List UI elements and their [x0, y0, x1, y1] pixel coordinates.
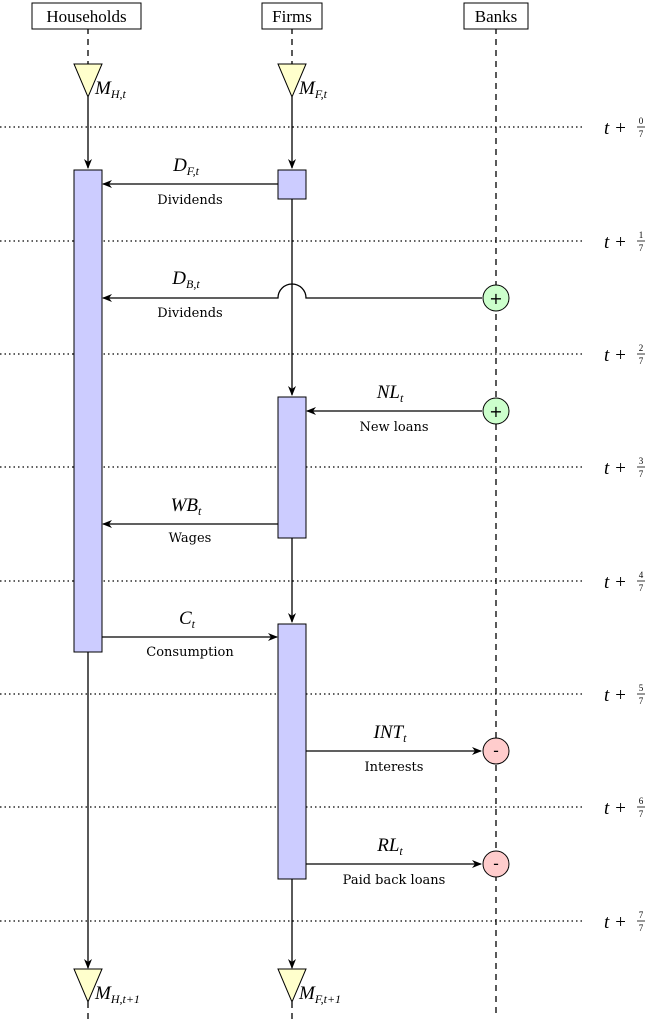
- plus-circle-dividends: +: [482, 284, 510, 312]
- time-label-4: t + 4 7: [604, 570, 645, 593]
- svg-text:MF,t: MF,t: [298, 78, 328, 101]
- flow-label-interests: INTt Interests: [365, 722, 424, 775]
- svg-text:RLt: RLt: [376, 835, 403, 858]
- svg-text:t +: t +: [604, 345, 627, 366]
- svg-text:-: -: [493, 854, 499, 873]
- svg-text:Consumption: Consumption: [146, 645, 234, 660]
- svg-text:t +: t +: [604, 232, 627, 253]
- svg-text:7: 7: [639, 356, 644, 366]
- svg-text:Paid back loans: Paid back loans: [343, 873, 446, 888]
- svg-text:7: 7: [639, 696, 644, 706]
- svg-text:t +: t +: [604, 572, 627, 593]
- time-label-2: t + 2 7: [604, 343, 645, 366]
- money-firms-start: MF,t: [277, 63, 328, 101]
- svg-text:t +: t +: [604, 118, 627, 139]
- svg-text:Wages: Wages: [169, 531, 212, 546]
- svg-text:Ct: Ct: [179, 608, 196, 631]
- svg-text:7: 7: [639, 243, 644, 253]
- svg-text:MH,t+1: MH,t+1: [94, 983, 140, 1006]
- flow-label-wages: WBt Wages: [169, 495, 212, 546]
- flow-label-paid-back-loans: RLt Paid back loans: [343, 835, 446, 888]
- svg-text:New loans: New loans: [359, 420, 428, 435]
- svg-text:7: 7: [639, 910, 644, 920]
- flow-label-consumption: Ct Consumption: [146, 608, 234, 660]
- time-label-3: t + 3 7: [604, 456, 645, 479]
- firms-activation-2: [277, 396, 307, 539]
- time-label-1: t + 1 7: [604, 230, 645, 253]
- lifeline-solid-segments: [84, 97, 296, 969]
- flow-arrows: [102, 180, 482, 868]
- svg-text:7: 7: [639, 583, 644, 593]
- time-label-7: t + 7 7: [604, 910, 645, 933]
- svg-text:7: 7: [639, 809, 644, 819]
- svg-text:INTt: INTt: [373, 722, 408, 745]
- svg-text:Dividends: Dividends: [157, 306, 222, 321]
- svg-text:7: 7: [639, 469, 644, 479]
- svg-text:Households: Households: [46, 7, 126, 26]
- svg-text:-: -: [493, 741, 499, 760]
- minus-circle-interests: -: [482, 737, 510, 765]
- households-header: Households: [31, 2, 142, 30]
- svg-text:+: +: [489, 402, 502, 421]
- svg-text:Interests: Interests: [365, 760, 424, 775]
- svg-text:6: 6: [639, 796, 644, 806]
- firms-activation-3: [277, 623, 307, 880]
- svg-text:7: 7: [639, 129, 644, 139]
- flow-label-new-loans: NLt New loans: [359, 382, 428, 435]
- svg-text:3: 3: [639, 456, 644, 466]
- money-firms-end: MF,t+1: [277, 968, 341, 1006]
- svg-text:2: 2: [639, 343, 644, 353]
- time-labels: t + 0 7 t + 1 7 t + 2 7 t + 3 7 t + 4 7: [604, 116, 645, 933]
- svg-text:MH,t: MH,t: [94, 78, 126, 101]
- svg-text:t +: t +: [604, 912, 627, 933]
- svg-text:DB,t: DB,t: [171, 268, 200, 291]
- svg-text:WBt: WBt: [171, 495, 202, 518]
- plus-circle-new-loans: +: [482, 397, 510, 425]
- banks-header: Banks: [463, 2, 529, 30]
- svg-text:1: 1: [639, 230, 644, 240]
- svg-text:t +: t +: [604, 798, 627, 819]
- svg-text:+: +: [489, 289, 502, 308]
- time-label-5: t + 5 7: [604, 683, 645, 706]
- dividends-banks-arrow: [102, 283, 482, 302]
- svg-text:t +: t +: [604, 685, 627, 706]
- svg-text:t +: t +: [604, 458, 627, 479]
- svg-text:DF,t: DF,t: [172, 155, 200, 178]
- households-activation: [73, 169, 103, 653]
- firms-activation-1: [277, 169, 307, 200]
- svg-text:5: 5: [639, 683, 644, 693]
- time-label-6: t + 6 7: [604, 796, 645, 819]
- activation-bars: [73, 169, 307, 880]
- money-households-start: MH,t: [73, 63, 126, 101]
- firms-header: Firms: [261, 2, 323, 30]
- svg-text:4: 4: [639, 570, 644, 580]
- svg-text:Dividends: Dividends: [157, 193, 222, 208]
- svg-text:7: 7: [639, 923, 644, 933]
- minus-circle-paid-back: -: [482, 850, 510, 878]
- flow-label-dividends-banks: DB,t Dividends: [157, 268, 222, 321]
- flow-label-dividends-firms: DF,t Dividends: [157, 155, 222, 208]
- svg-text:0: 0: [639, 116, 644, 126]
- svg-text:MF,t+1: MF,t+1: [298, 983, 341, 1006]
- money-households-end: MH,t+1: [73, 968, 140, 1006]
- svg-text:Banks: Banks: [475, 7, 518, 26]
- time-label-0: t + 0 7: [604, 116, 645, 139]
- svg-text:Firms: Firms: [272, 7, 312, 26]
- svg-text:NLt: NLt: [376, 382, 404, 405]
